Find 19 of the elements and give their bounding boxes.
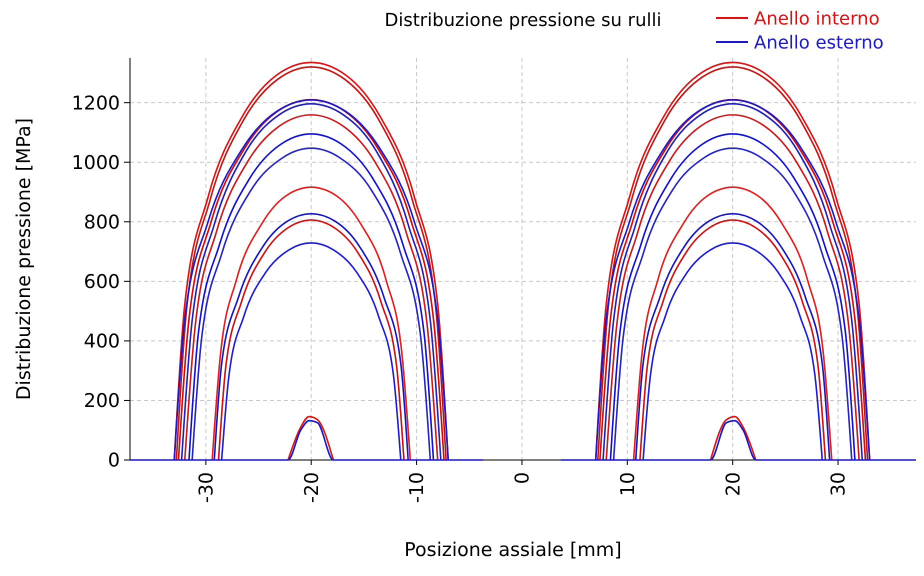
x-tick-label: -10 — [406, 472, 428, 504]
chart-title: Distribuzione pressione su rulli — [384, 10, 662, 31]
x-tick-label: -30 — [196, 472, 218, 504]
y-tick-label: 1000 — [72, 152, 120, 174]
x-axis-title: Posizione assiale [mm] — [404, 539, 622, 561]
y-tick-label: 600 — [84, 270, 120, 293]
y-axis-title: Distribuzione pressione [MPa] — [13, 118, 35, 400]
x-tick-label: 0 — [512, 472, 534, 484]
x-tick-label: 30 — [828, 472, 850, 496]
y-tick-label: 400 — [84, 330, 120, 353]
x-tick-label: -20 — [300, 472, 323, 504]
y-tick-label: 200 — [84, 390, 120, 412]
y-tick-label: 0 — [108, 450, 120, 472]
y-tick-label: 800 — [84, 211, 120, 234]
legend-label: Anello interno — [754, 8, 880, 30]
x-tick-label: 20 — [722, 472, 744, 496]
legend-label: Anello esterno — [754, 32, 884, 54]
x-tick-label: 10 — [616, 472, 639, 496]
y-tick-label: 1200 — [72, 92, 120, 114]
